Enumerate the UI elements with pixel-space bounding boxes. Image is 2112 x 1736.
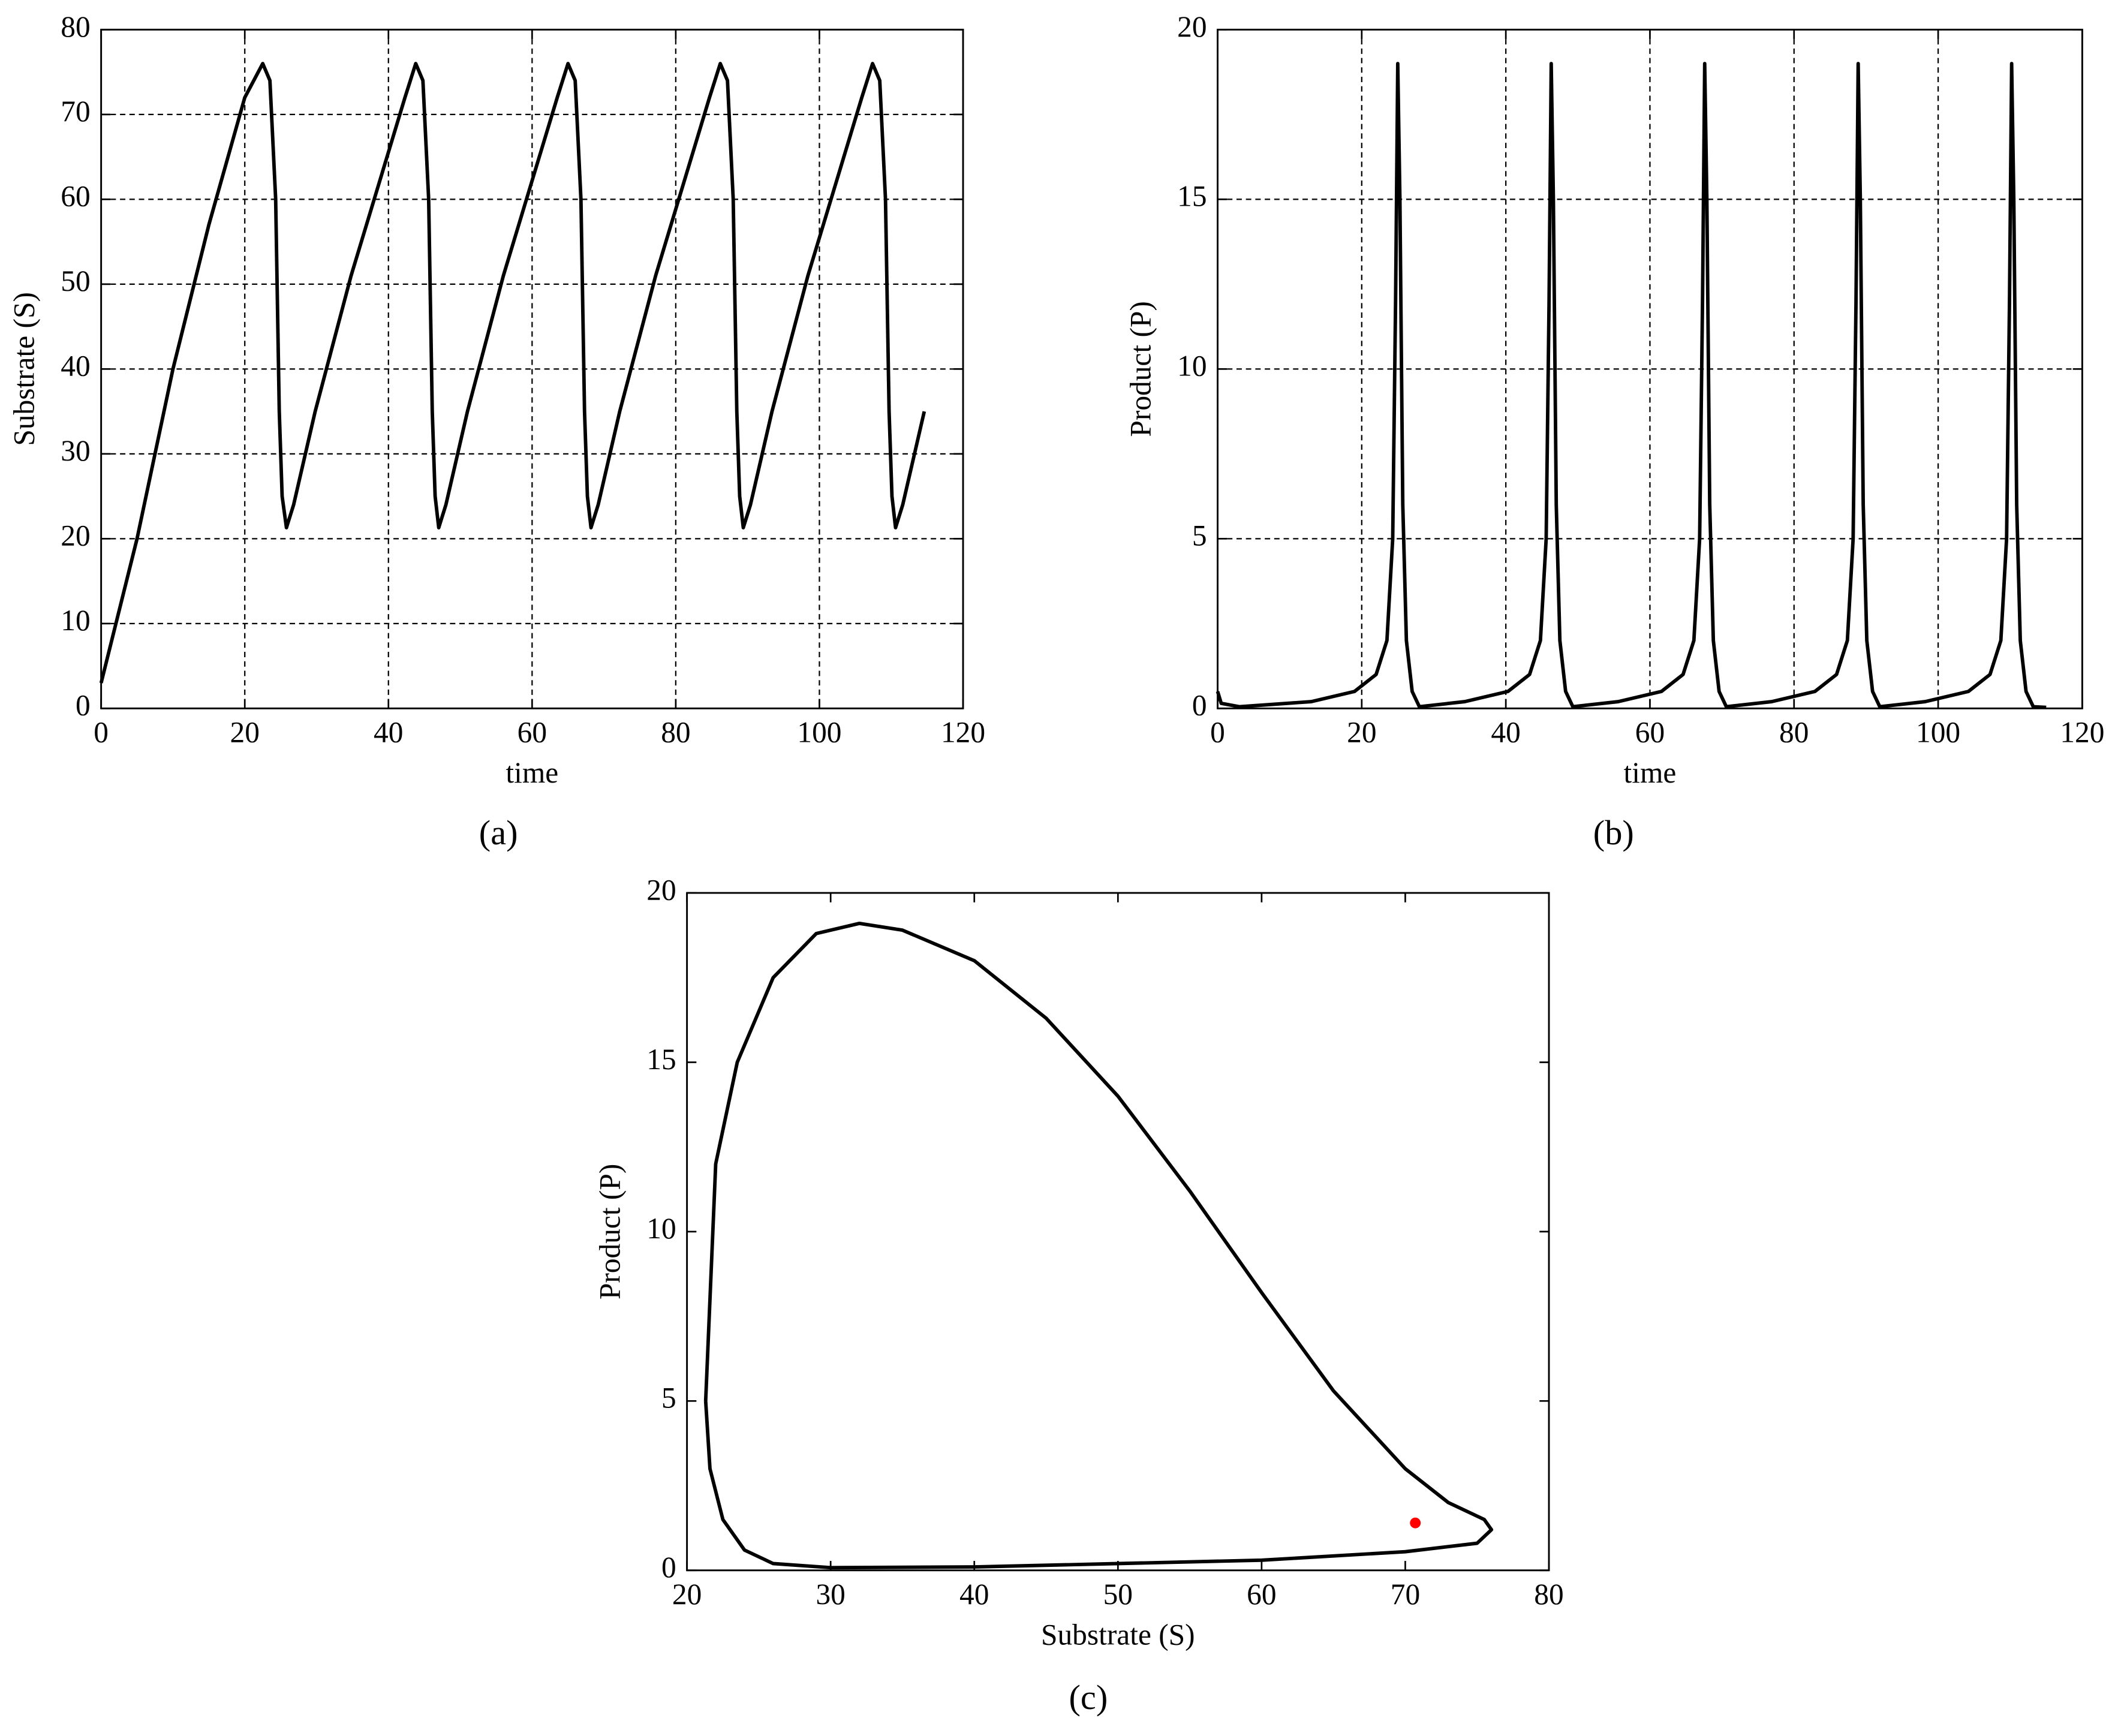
plot-frame: [686, 892, 1550, 1572]
x-tick-label: 70: [1391, 1578, 1420, 1611]
data-line: [1216, 62, 2047, 709]
y-tick-label: 70: [61, 95, 90, 128]
x-axis-label: time: [1624, 756, 1677, 789]
y-axis-label: Product (P): [1124, 301, 1157, 437]
y-tick-label: 50: [61, 264, 90, 297]
y-tick-label: 15: [646, 1043, 676, 1076]
y-tick-label: 60: [61, 180, 90, 213]
x-axis-label: time: [506, 756, 558, 789]
x-tick-label: 20: [672, 1578, 702, 1611]
x-tick-label: 30: [816, 1578, 845, 1611]
y-tick-label: 5: [661, 1382, 676, 1415]
data-line: [99, 62, 926, 684]
x-tick-label: 20: [1347, 716, 1376, 749]
plot-frame: [1217, 28, 2083, 709]
y-tick-label: 10: [646, 1212, 676, 1245]
y-tick-label: 40: [61, 350, 90, 383]
y-tick-label: 30: [61, 434, 90, 467]
x-tick-label: 0: [94, 716, 109, 749]
y-tick-label: 0: [1192, 689, 1207, 722]
x-tick-label: 100: [797, 716, 841, 749]
x-tick-label: 120: [941, 716, 985, 749]
data-line: [703, 921, 1494, 1570]
y-tick-label: 10: [61, 604, 90, 637]
x-tick-label: 40: [374, 716, 403, 749]
x-tick-label: 20: [230, 716, 260, 749]
x-axis-label: Substrate (S): [1041, 1618, 1195, 1651]
x-tick-label: 60: [1635, 716, 1665, 749]
x-tick-label: 60: [1247, 1578, 1276, 1611]
x-tick-label: 120: [2060, 716, 2104, 749]
panel-caption: (c): [1069, 1678, 1108, 1717]
marker-point: [1410, 1517, 1421, 1529]
x-tick-label: 40: [959, 1578, 989, 1611]
x-tick-label: 80: [1779, 716, 1809, 749]
y-tick-label: 20: [1177, 10, 1207, 43]
x-tick-label: 100: [1916, 716, 1960, 749]
x-tick-label: 50: [1103, 1578, 1133, 1611]
y-axis-label: Substrate (S): [7, 292, 40, 446]
y-tick-label: 20: [646, 873, 676, 906]
y-axis-label: Product (P): [593, 1164, 626, 1299]
x-tick-label: 0: [1210, 716, 1225, 749]
x-tick-label: 80: [661, 716, 690, 749]
y-tick-label: 15: [1177, 180, 1207, 213]
y-tick-label: 10: [1177, 350, 1207, 383]
y-tick-label: 5: [1192, 519, 1207, 552]
y-tick-label: 20: [61, 519, 90, 552]
panel-caption: (a): [479, 813, 518, 852]
y-tick-label: 0: [76, 689, 91, 722]
panel-caption: (b): [1593, 813, 1634, 852]
x-tick-label: 80: [1534, 1578, 1563, 1611]
y-tick-label: 0: [661, 1551, 676, 1584]
y-tick-label: 80: [61, 10, 90, 43]
plot-frame: [100, 28, 964, 709]
x-tick-label: 60: [518, 716, 547, 749]
x-tick-label: 40: [1491, 716, 1520, 749]
